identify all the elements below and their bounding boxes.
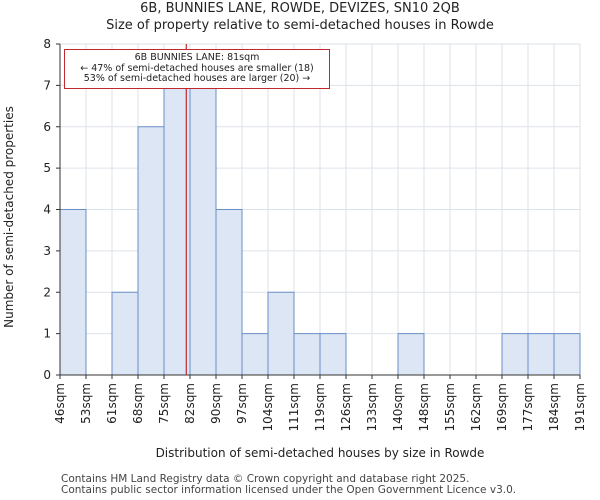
bar-90sqm	[215, 209, 243, 376]
y-tick-label-7: 7	[43, 78, 51, 92]
x-tick-label-90sqm: 90sqm	[209, 383, 223, 424]
x-tick-label-53sqm: 53sqm	[79, 383, 93, 424]
annotation-line-3: 53% of semi-detached houses are larger (…	[83, 73, 311, 84]
y-tick-label-5: 5	[43, 161, 51, 175]
x-tick-label-155sqm: 155sqm	[443, 383, 457, 431]
y-tick-label-2: 2	[43, 285, 51, 299]
y-axis-label: Number of semi-detached properties	[2, 106, 16, 328]
x-tick-label-162sqm: 162sqm	[469, 383, 483, 431]
x-tick-label-126sqm: 126sqm	[339, 383, 353, 431]
chart-subtitle: Size of property relative to semi-detach…	[106, 18, 494, 33]
bar-61sqm	[111, 291, 139, 376]
x-tick-label-97sqm: 97sqm	[235, 383, 249, 424]
y-tick-label-6: 6	[43, 120, 51, 134]
x-tick-label-61sqm: 61sqm	[105, 383, 119, 424]
x-tick-label-75sqm: 75sqm	[157, 383, 171, 424]
y-tick-label-3: 3	[43, 244, 51, 258]
bar-177sqm	[527, 333, 555, 376]
x-tick-label-140sqm: 140sqm	[391, 383, 405, 431]
chart-title: 6B, BUNNIES LANE, ROWDE, DEVIZES, SN10 2…	[140, 1, 460, 16]
x-axis-label: Distribution of semi-detached houses by …	[156, 446, 485, 460]
bars	[59, 84, 581, 376]
annotation-line-1: 6B BUNNIES LANE: 81sqm	[134, 52, 260, 63]
bar-97sqm	[241, 333, 269, 376]
bar-82sqm	[189, 84, 217, 376]
bar-111sqm	[293, 333, 321, 376]
y-tick-label-4: 4	[43, 203, 51, 217]
bar-46sqm	[59, 209, 87, 376]
x-tick-label-82sqm: 82sqm	[183, 383, 197, 424]
x-tick-label-169sqm: 169sqm	[495, 383, 509, 431]
bar-68sqm	[137, 126, 165, 376]
x-tick-label-111sqm: 111sqm	[287, 383, 301, 431]
x-tick-label-133sqm: 133sqm	[365, 383, 379, 431]
y-tick-label-1: 1	[43, 327, 51, 341]
x-tick-label-104sqm: 104sqm	[261, 383, 275, 431]
annotation-box: 6B BUNNIES LANE: 81sqm ← 47% of semi-det…	[64, 49, 330, 89]
annotation-line-2: ← 47% of semi-detached houses are smalle…	[80, 62, 314, 74]
x-tick-label-191sqm: 191sqm	[573, 383, 587, 431]
axes: 0 1 2 3 4 5 6 7 8 46sqm 53sqm 61sqm 68sqm 75sqm 82sqm 9…	[43, 37, 587, 431]
bar-140sqm	[397, 333, 425, 376]
bar-104sqm	[267, 291, 295, 376]
histogram-chart: 0 1 2 3 4 5 6 7 8 46sqm 53sqm 61sqm 68sqm 75sqm 82sqm 9…	[2, 37, 587, 460]
x-tick-label-119sqm: 119sqm	[313, 383, 327, 431]
y-tick-label-0: 0	[43, 368, 51, 382]
x-tick-label-148sqm: 148sqm	[417, 383, 431, 431]
x-tick-label-184sqm: 184sqm	[547, 383, 561, 431]
bar-169sqm	[501, 333, 529, 376]
x-tick-label-177sqm: 177sqm	[521, 383, 535, 431]
bar-119sqm	[319, 333, 347, 376]
y-tick-label-8: 8	[43, 37, 51, 51]
x-tick-label-68sqm: 68sqm	[131, 383, 145, 424]
x-tick-label-46sqm: 46sqm	[53, 383, 67, 424]
bar-184sqm	[553, 333, 581, 376]
footer-line-1: Contains HM Land Registry data © Crown c…	[61, 473, 470, 485]
footer-line-2: Contains public sector information licen…	[61, 484, 517, 496]
